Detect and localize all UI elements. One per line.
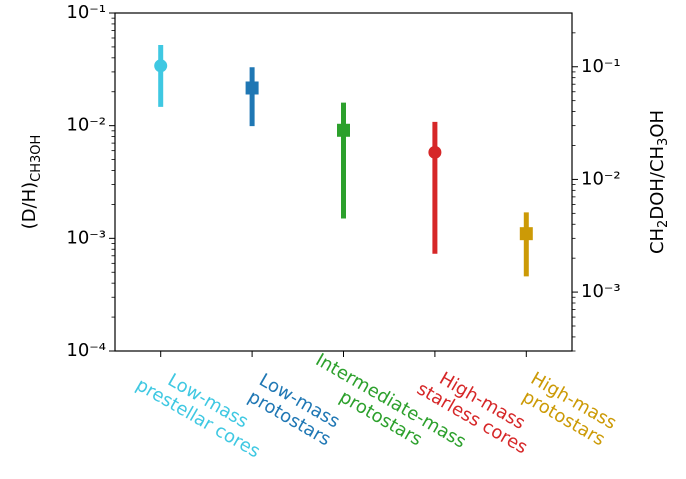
y2-axis-label: CH2DOH/CH3OH: [647, 110, 671, 254]
x-tick-label: High-massstarless cores: [413, 361, 541, 458]
marker: [519, 227, 533, 241]
y2-label-part: CH: [647, 228, 668, 254]
y-tick-label: 10⁻²: [66, 115, 106, 136]
marker: [428, 145, 442, 159]
y2-label-part: DOH/CH: [647, 146, 668, 220]
y-label-sub: CH3OH: [29, 135, 44, 182]
y2-tick-label: 10⁻³: [581, 281, 621, 302]
y2-tick-label: 10⁻¹: [581, 56, 621, 77]
y2-label-sub: 3: [656, 138, 671, 146]
marker: [154, 59, 168, 73]
marker: [245, 81, 259, 95]
marker: [337, 123, 350, 137]
x-tick-label: Low-massprestellar cores: [132, 357, 273, 462]
y-tick-label: 10⁻⁴: [66, 340, 106, 361]
y-axis-label: (D/H)CH3OH: [19, 135, 44, 230]
y2-tick-label: 10⁻²: [581, 168, 621, 189]
x-tick-label: Low-massprotostars: [244, 369, 344, 450]
y-tick-label: 10⁻¹: [66, 2, 106, 23]
y2-label-sub: 2: [656, 220, 671, 228]
y-tick-label: 10⁻³: [66, 227, 106, 248]
y2-label-part: OH: [647, 110, 668, 138]
y-label-main: (D/H): [19, 182, 40, 230]
x-tick-label: High-massprotostars: [517, 368, 620, 451]
